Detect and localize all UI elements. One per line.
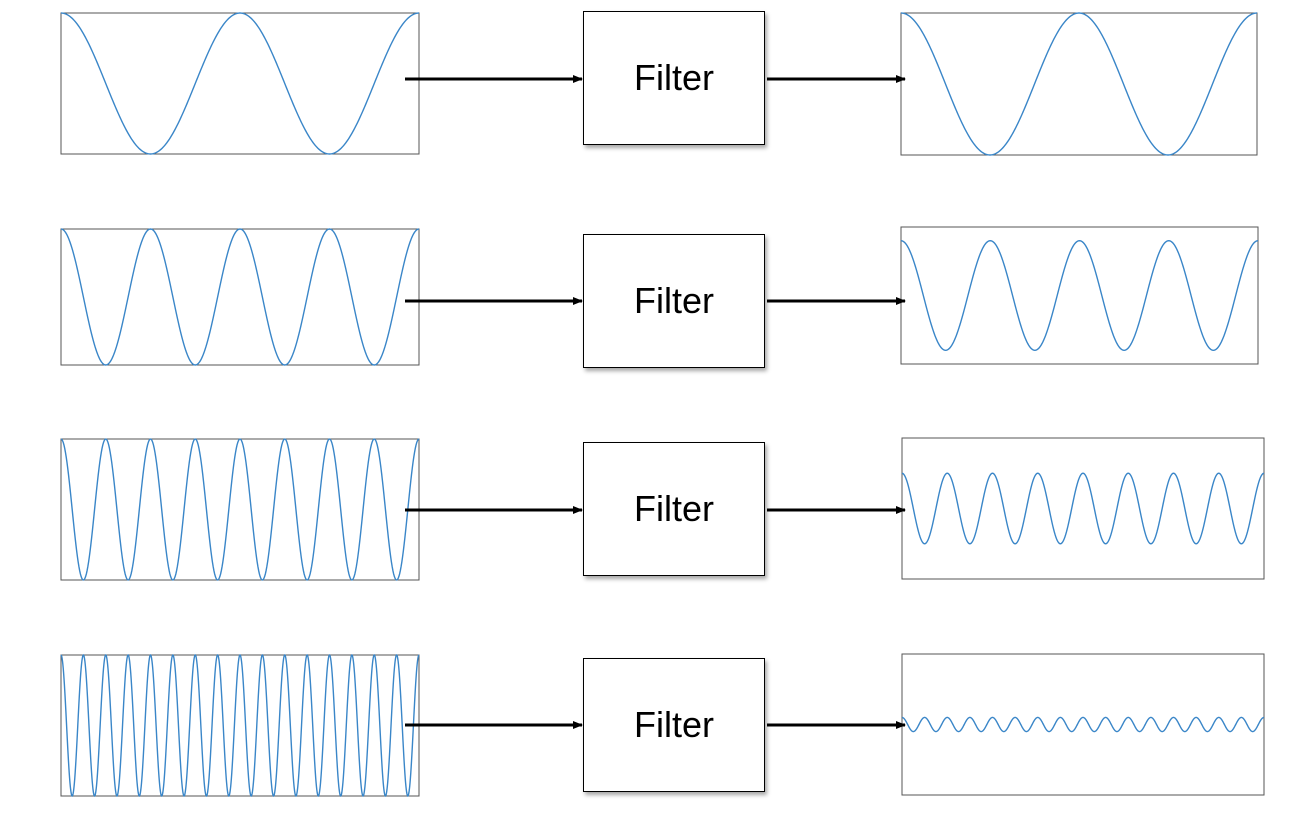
row-4	[60, 653, 1265, 798]
output-signal-frame	[901, 653, 1265, 796]
input-signal-frame	[60, 438, 420, 581]
filter-label: Filter	[634, 488, 714, 529]
output-signal-frame	[900, 12, 1258, 156]
input-waveform	[60, 438, 420, 581]
row-1	[60, 12, 1258, 156]
filter-box-3: Filter	[583, 442, 765, 576]
row-2	[60, 226, 1259, 366]
output-waveform	[900, 239, 1259, 352]
input-waveform	[60, 12, 420, 155]
filter-box-2: Filter	[583, 234, 765, 368]
input-signal-frame	[60, 228, 420, 366]
input-signal-frame	[60, 12, 420, 155]
filter-box-1: Filter	[583, 11, 765, 145]
output-waveform	[901, 716, 1265, 733]
input-waveform	[60, 653, 420, 798]
output-signal-frame	[901, 437, 1265, 580]
filter-label: Filter	[634, 280, 714, 321]
input-waveform	[60, 228, 420, 366]
filter-label: Filter	[634, 57, 714, 98]
filter-box-4: Filter	[583, 658, 765, 792]
input-signal-frame	[60, 654, 420, 797]
output-waveform	[900, 12, 1258, 156]
output-signal-frame	[900, 226, 1259, 365]
filter-label: Filter	[634, 704, 714, 745]
output-waveform	[901, 472, 1265, 545]
row-3	[60, 437, 1265, 581]
